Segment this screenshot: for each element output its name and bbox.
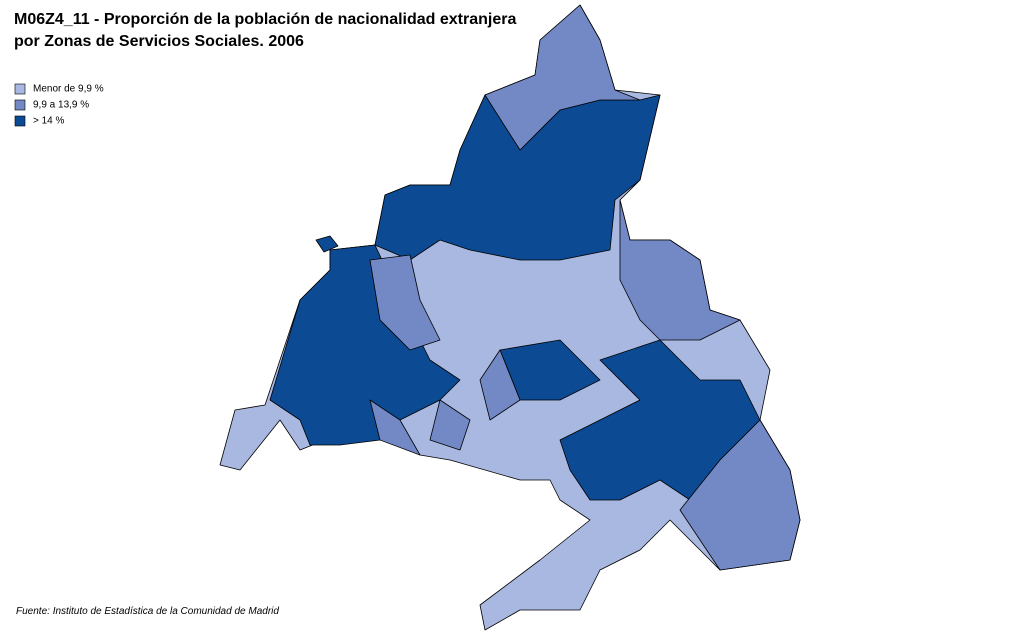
legend-label: > 14 % xyxy=(33,116,65,127)
title-line: M06Z4_11 - Proporción de la población de… xyxy=(14,11,516,28)
legend-label: Menor de 9,9 % xyxy=(33,84,104,95)
legend-label: 9,9 a 13,9 % xyxy=(33,100,89,111)
region xyxy=(369,399,421,456)
legend-swatch xyxy=(14,99,26,111)
region xyxy=(484,4,641,151)
source: Fuente: Instituto de Estadística de la C… xyxy=(16,606,279,617)
map xyxy=(219,4,801,631)
legend-swatch xyxy=(14,115,26,127)
region xyxy=(315,235,339,253)
legend-swatch xyxy=(14,83,26,95)
region xyxy=(269,244,461,446)
region xyxy=(369,254,441,351)
legend: Menor de 9,9 % 9,9 a 13,9 % > 14 % xyxy=(14,83,104,127)
region xyxy=(429,399,471,451)
region xyxy=(679,419,801,571)
region xyxy=(559,339,761,501)
region xyxy=(619,199,741,341)
title-line: por Zonas de Servicios Sociales. 2006 xyxy=(14,33,304,50)
region xyxy=(479,349,521,421)
